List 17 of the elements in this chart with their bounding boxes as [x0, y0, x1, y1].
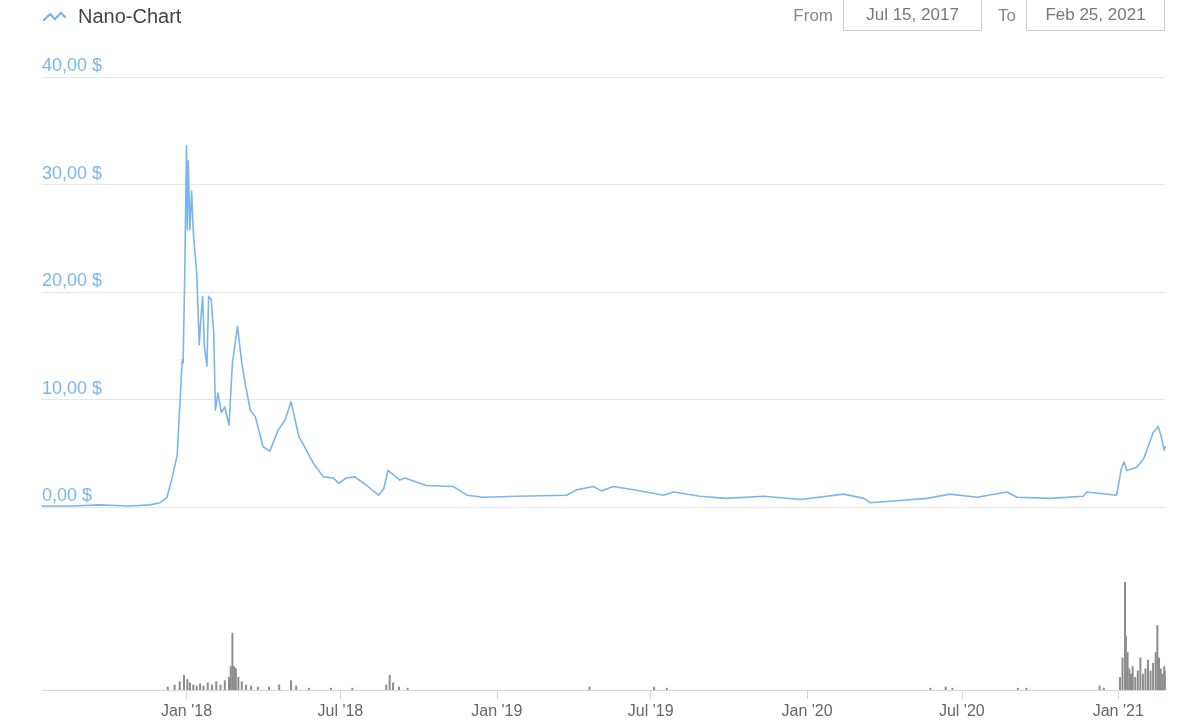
y-tick-label: 0,00 $ — [42, 485, 93, 505]
x-tick-label: Jul '18 — [317, 701, 364, 719]
x-tick-label: Jul '19 — [627, 701, 674, 719]
text: From — [792, 5, 835, 26]
date-field: Feb 25, 2021 — [1026, 0, 1165, 31]
y-tick-label: 10,00 $ — [42, 377, 103, 398]
x-tick-label: Jan '20 — [781, 701, 833, 719]
x-tick-label: Jul '20 — [938, 701, 985, 719]
x-tick-label: Jan '21 — [1092, 701, 1144, 719]
chart-title: Nano-Chart — [78, 5, 182, 28]
y-tick-label: 20,00 $ — [42, 270, 103, 290]
y-tick-label: 30,00 $ — [42, 162, 103, 183]
x-tick-label: Jan '19 — [471, 701, 523, 719]
y-tick-label: 40,00 $ — [42, 55, 103, 75]
date-field: Jul 15, 2017 — [843, 0, 983, 31]
x-tick-label: Jan '18 — [160, 701, 213, 719]
text: To — [997, 5, 1017, 26]
